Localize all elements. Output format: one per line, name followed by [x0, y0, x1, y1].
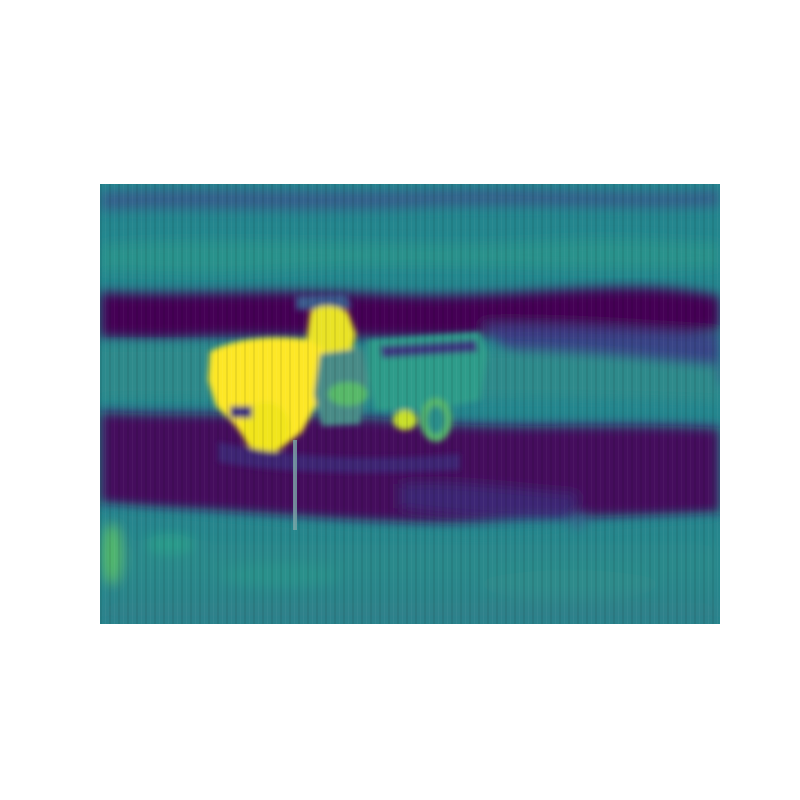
- viridis-image: [100, 184, 720, 624]
- image-canvas: [100, 184, 720, 624]
- texture-overlay: [100, 184, 720, 624]
